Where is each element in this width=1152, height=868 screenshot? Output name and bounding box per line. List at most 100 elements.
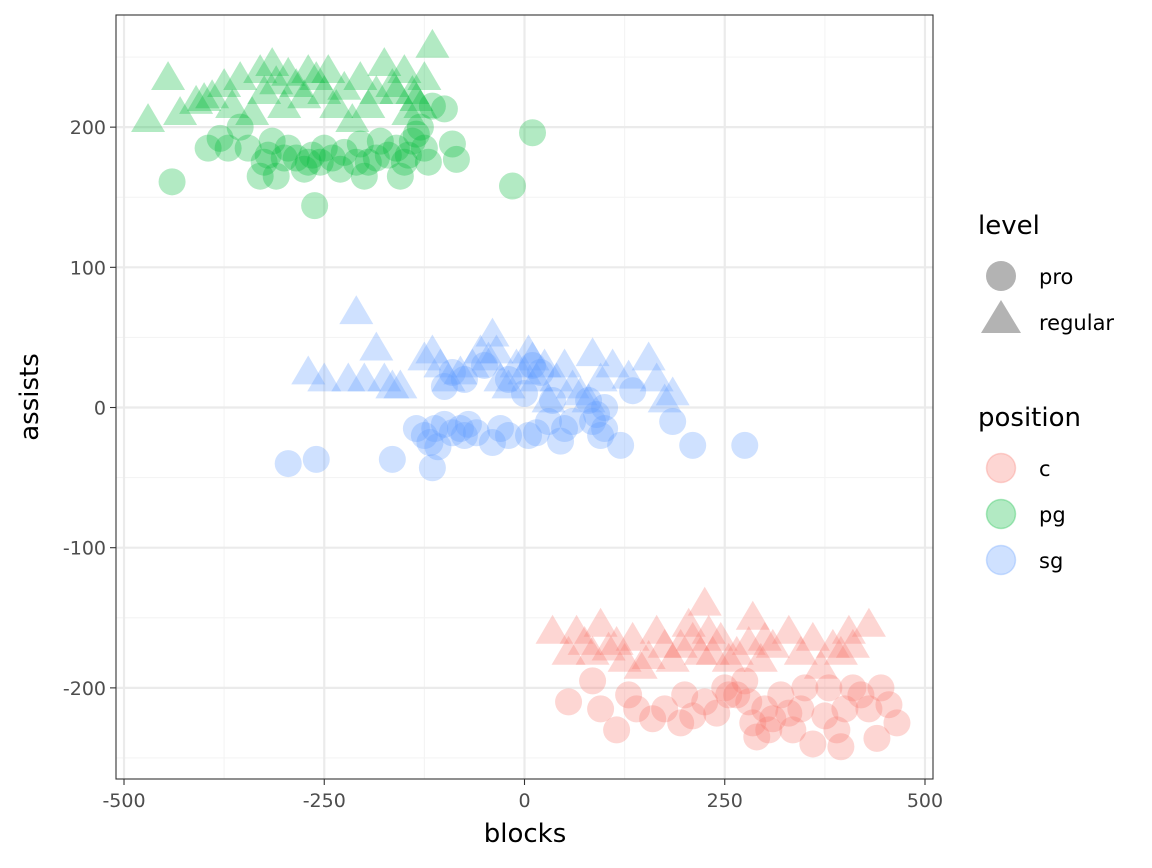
point-c-regular [663, 628, 698, 658]
x-axis: -500 -250 0 250 500 [102, 779, 943, 812]
point-sg-pro [591, 415, 619, 443]
point-sg-regular [647, 383, 682, 413]
point-c-regular [687, 586, 722, 616]
legend-pro-key [986, 261, 1016, 291]
point-sg-pro [274, 450, 302, 478]
point-pg-pro [346, 130, 374, 158]
point-c-pro [867, 674, 895, 702]
point-pg-pro [226, 113, 254, 141]
point-sg-regular [331, 362, 366, 392]
point-pg-regular [375, 68, 410, 97]
point-sg-pro [302, 445, 330, 473]
point-c-regular [675, 621, 710, 651]
point-pg-pro [519, 119, 547, 147]
point-sg-regular [339, 295, 374, 325]
point-pg-pro [270, 144, 298, 172]
point-c-pro [615, 681, 643, 709]
point-c-regular [591, 631, 626, 661]
y-tick-label: 100 [70, 257, 106, 279]
point-c-regular [719, 635, 754, 665]
point-c-regular [615, 621, 650, 651]
point-pg-regular [215, 89, 250, 119]
point-c-pro [587, 695, 615, 723]
point-pg-pro [206, 124, 234, 152]
y-tick-label: 0 [94, 398, 106, 420]
legend-pro-label: pro [1039, 265, 1073, 289]
point-c-pro [555, 688, 583, 716]
legend-sg-key [985, 544, 1017, 576]
point-c-regular [703, 621, 738, 651]
point-c-pro [779, 716, 807, 744]
point-c-pro [603, 716, 631, 744]
point-sg-regular [531, 383, 566, 413]
point-sg-regular [515, 341, 550, 371]
point-sg-regular [583, 362, 618, 392]
point-sg-regular [499, 348, 534, 378]
point-c-regular [851, 607, 886, 637]
point-pg-regular [179, 84, 214, 114]
point-sg-pro [430, 372, 458, 400]
point-c-pro [823, 716, 851, 744]
point-c-pro [799, 730, 827, 758]
point-sg-regular [555, 369, 590, 399]
point-c-regular [535, 614, 570, 644]
legend-position-title: position [978, 403, 1081, 433]
point-pg-pro [306, 148, 334, 176]
point-c-pro [767, 681, 795, 709]
point-c-pro [639, 705, 667, 733]
point-sg-pro [462, 419, 490, 447]
point-pg-pro [330, 138, 358, 166]
point-sg-regular [511, 334, 546, 364]
point-c-pro [815, 674, 843, 702]
point-c-pro [623, 695, 651, 723]
y-tick-label: -100 [63, 538, 106, 560]
point-sg-pro [587, 422, 615, 450]
point-c-regular [803, 649, 838, 679]
point-sg-pro [591, 394, 619, 422]
point-pg-pro [442, 145, 470, 173]
point-sg-pro [527, 358, 555, 386]
point-sg-pro [511, 379, 538, 407]
point-c-regular [623, 649, 658, 679]
point-sg-pro [731, 431, 759, 459]
point-c-regular [691, 614, 726, 644]
point-sg-pro [402, 415, 430, 443]
point-c-regular [783, 635, 818, 665]
point-c-pro [811, 702, 839, 730]
point-c-regular [835, 628, 870, 658]
y-tick-label: -200 [63, 678, 106, 700]
point-pg-pro [498, 172, 526, 200]
point-pg-regular [207, 68, 242, 97]
point-pg-regular [187, 82, 222, 112]
legend-level-title: level [978, 211, 1040, 241]
point-c-regular [747, 621, 782, 651]
legend-regular-label: regular [1039, 311, 1114, 335]
point-sg-pro [494, 365, 522, 393]
point-sg-regular [475, 317, 510, 347]
point-sg-regular [595, 348, 630, 378]
x-tick-label: 500 [907, 790, 943, 812]
point-c-regular [599, 626, 634, 655]
point-c-regular [607, 642, 642, 672]
point-sg-regular [423, 348, 458, 378]
point-sg-pro [438, 419, 466, 447]
point-c-regular [735, 600, 770, 630]
point-pg-regular [367, 47, 402, 76]
point-pg-regular [403, 89, 438, 119]
legend-pg-key [985, 498, 1017, 530]
point-c-pro [679, 702, 707, 730]
point-pg-pro [214, 134, 242, 162]
point-pg-regular [311, 54, 346, 83]
point-sg-pro [421, 415, 449, 443]
point-pg-pro [430, 95, 458, 123]
point-pg-regular [195, 79, 230, 109]
point-c-regular [575, 635, 610, 665]
point-sg-pro [519, 351, 547, 379]
point-sg-pro [410, 422, 438, 450]
point-pg-pro [194, 134, 222, 162]
point-c-pro [875, 691, 903, 719]
point-c-pro [775, 699, 803, 727]
point-c-regular [583, 607, 618, 637]
